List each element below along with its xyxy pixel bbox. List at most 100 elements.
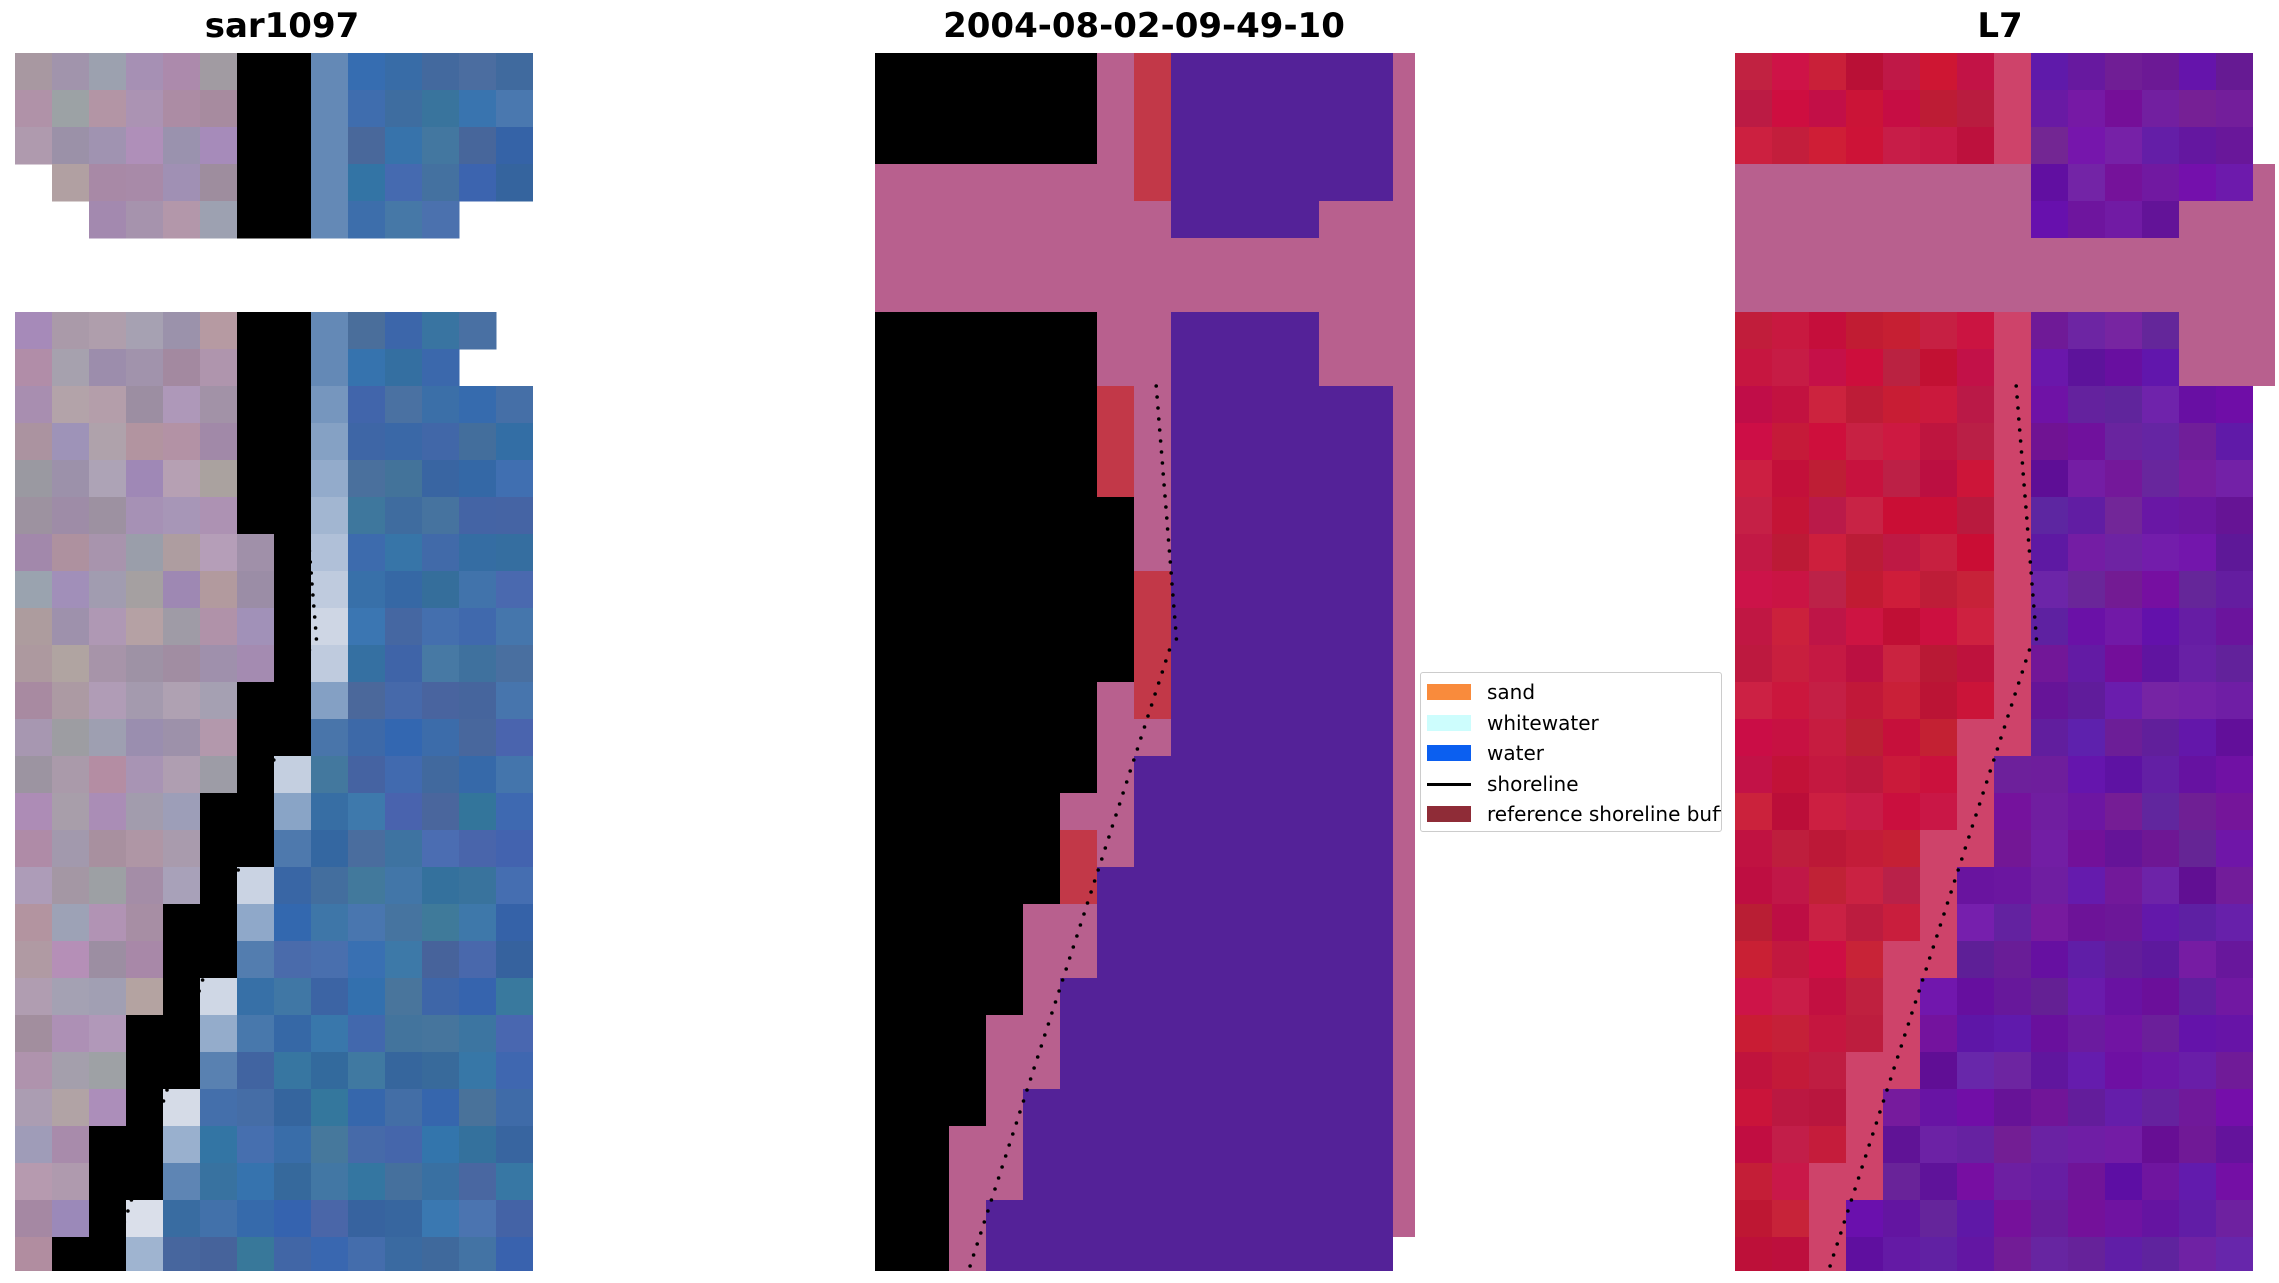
shoreline-point <box>1028 1077 1033 1081</box>
rgb-pixel <box>200 682 238 720</box>
l7-pixel <box>1772 127 1810 165</box>
class-pixel <box>1208 978 1246 1016</box>
class-pixel <box>1208 460 1246 498</box>
class-pixel <box>1393 756 1415 794</box>
l7-pixel <box>1735 571 1773 609</box>
l7-pixel <box>1735 164 1773 202</box>
rgb-pixel <box>89 349 127 387</box>
shoreline-point <box>996 1176 1001 1180</box>
l7-pixel <box>2253 1052 2275 1090</box>
class-pixel <box>1134 312 1172 350</box>
rgb-pixel <box>422 534 460 572</box>
shoreline-point <box>140 1165 144 1169</box>
rgb-pixel <box>200 904 238 942</box>
rgb-pixel <box>163 127 201 165</box>
shoreline-point <box>1988 769 1992 773</box>
l7-image <box>1735 53 2275 1271</box>
l7-pixel <box>1846 386 1884 424</box>
shoreline-point <box>311 593 315 597</box>
rgb-pixel <box>311 1052 349 1090</box>
l7-pixel <box>2031 349 2069 387</box>
l7-pixel <box>2068 1163 2106 1201</box>
l7-pixel <box>2179 201 2217 239</box>
l7-pixel <box>2105 830 2143 868</box>
class-pixel <box>949 349 987 387</box>
l7-pixel <box>2031 386 2069 424</box>
class-pixel <box>1356 1015 1394 1053</box>
l7-pixel <box>2253 1015 2275 1053</box>
class-pixel <box>1393 275 1415 313</box>
rgb-pixel <box>422 1163 460 1201</box>
l7-pixel <box>1846 756 1884 794</box>
class-pixel <box>949 904 987 942</box>
rgb-pixel <box>496 682 533 720</box>
class-pixel <box>986 201 1024 239</box>
l7-pixel <box>2142 164 2180 202</box>
l7-pixel <box>2216 1052 2254 1090</box>
rgb-pixel <box>385 608 423 646</box>
class-pixel <box>1134 756 1172 794</box>
class-pixel <box>1356 497 1394 535</box>
shoreline-point <box>218 923 223 927</box>
l7-pixel <box>1735 1015 1773 1053</box>
class-pixel <box>1393 1126 1415 1164</box>
shoreline-point <box>2016 681 2021 685</box>
class-pixel <box>949 1163 987 1201</box>
class-pixel <box>1245 201 1283 239</box>
l7-pixel <box>2142 238 2180 276</box>
l7-pixel <box>2031 201 2069 239</box>
shoreline-point <box>1917 989 1921 993</box>
l7-pixel <box>1809 867 1847 905</box>
rgb-pixel <box>348 645 386 683</box>
shoreline-point <box>1124 780 1129 784</box>
class-pixel <box>1134 275 1172 313</box>
class-pixel <box>1171 1237 1209 1271</box>
rgb-pixel <box>163 460 201 498</box>
class-pixel <box>875 682 913 720</box>
l7-pixel <box>2216 1126 2254 1164</box>
l7-pixel <box>2031 719 2069 757</box>
class-pixel <box>1097 386 1135 424</box>
class-pixel <box>1208 238 1246 276</box>
class-pixel <box>1245 1163 1283 1201</box>
class-pixel <box>875 867 913 905</box>
l7-pixel <box>2142 1052 2180 1090</box>
rgb-pixel <box>496 608 533 646</box>
class-pixel <box>1097 90 1135 128</box>
l7-pixel <box>2105 312 2143 350</box>
rgb-pixel <box>89 164 127 202</box>
class-pixel <box>1319 127 1357 165</box>
l7-pixel <box>2031 1163 2069 1201</box>
class-pixel <box>1060 756 1098 794</box>
l7-pixel <box>2031 682 2069 720</box>
class-pixel <box>1393 645 1415 683</box>
shoreline-point <box>1949 890 1953 894</box>
class-pixel <box>1319 1200 1357 1238</box>
shoreline-point <box>2023 494 2027 498</box>
l7-pixel <box>1920 497 1958 535</box>
class-pixel <box>949 423 987 461</box>
l7-pixel <box>1772 571 1810 609</box>
class-pixel <box>1282 349 1320 387</box>
rgb-pixel <box>311 682 349 720</box>
l7-pixel <box>2031 127 2069 165</box>
class-pixel <box>986 682 1024 720</box>
rgb-pixel <box>496 1052 533 1090</box>
class-pixel <box>1023 1237 1061 1271</box>
legend-item-sand: sand <box>1427 677 1535 707</box>
class-pixel <box>986 756 1024 794</box>
l7-pixel <box>1809 978 1847 1016</box>
shoreline-point <box>1018 1110 1022 1114</box>
l7-pixel <box>1809 201 1847 239</box>
rgb-pixel <box>15 867 53 905</box>
rgb-pixel <box>126 164 164 202</box>
class-pixel <box>986 164 1024 202</box>
rgb-pixel <box>385 53 423 91</box>
rgb-pixel <box>274 867 312 905</box>
class-pixel <box>949 127 987 165</box>
class-pixel <box>1134 1052 1172 1090</box>
shoreline-point <box>1977 802 1982 806</box>
l7-pixel <box>2068 460 2106 498</box>
shoreline-point <box>301 472 306 476</box>
l7-pixel <box>2179 238 2217 276</box>
